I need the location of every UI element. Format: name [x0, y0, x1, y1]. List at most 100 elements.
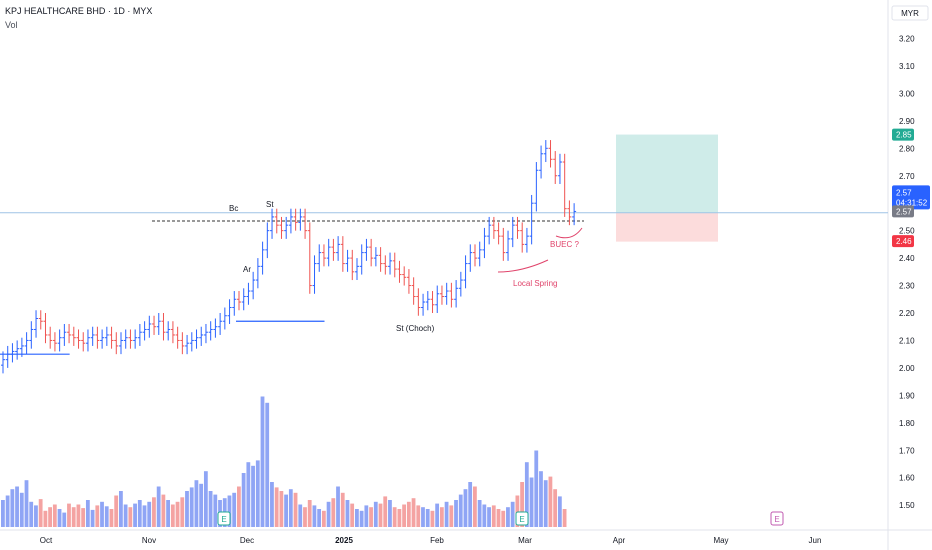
- volume-bar: [345, 500, 350, 527]
- price-axis[interactable]: MYR3.203.103.002.902.802.702.602.502.402…: [891, 5, 930, 510]
- price-tick-label: 2.90: [899, 117, 915, 126]
- volume-bar: [506, 507, 510, 527]
- volume-bar: [543, 480, 548, 527]
- ohlc-bar: [317, 244, 322, 272]
- ohlc-bar: [364, 238, 369, 261]
- volume-label: Vol: [5, 20, 18, 30]
- time-tick-label: May: [713, 536, 728, 545]
- time-tick-label: Mar: [518, 536, 532, 545]
- price-tick-label: 1.60: [899, 474, 915, 483]
- target-zone: [616, 134, 718, 213]
- ohlc-bar: [10, 343, 15, 363]
- volume-bar: [1, 500, 5, 527]
- stop-price-badge-text: 2.46: [896, 237, 912, 246]
- volume-bar: [307, 500, 312, 527]
- ohlc-bar: [359, 244, 364, 275]
- volume-bar: [463, 489, 468, 527]
- volume-bar: [255, 460, 260, 527]
- ohlc-bar: [185, 334, 190, 355]
- ohlc-bar: [218, 313, 223, 335]
- time-axis[interactable]: Oct Nov Dec 2025 Feb Mar Apr May Jun: [40, 536, 822, 545]
- ohlc-bar: [421, 293, 426, 316]
- volume-bar: [529, 477, 534, 527]
- volume-bar: [411, 498, 416, 527]
- annotation-label: Ar: [243, 265, 251, 274]
- level-lines: [0, 212, 888, 355]
- volume-bar: [458, 494, 463, 527]
- annotation-label: Bc: [229, 204, 238, 213]
- ohlc-bar: [67, 323, 72, 344]
- ohlc-bar: [189, 332, 194, 352]
- ohlc-bar: [15, 340, 20, 360]
- earnings-marker: E: [770, 511, 784, 526]
- ohlc-bar: [468, 244, 473, 272]
- ohlc-bar: [104, 326, 109, 346]
- ohlc-bar: [312, 255, 317, 294]
- volume-bar: [43, 510, 48, 527]
- volume-bar: [34, 505, 38, 527]
- currency-box: [891, 5, 929, 21]
- ohlc-bar: [491, 216, 496, 239]
- time-tick-label: 2025: [335, 536, 353, 545]
- ohlc-bar: [161, 313, 166, 341]
- ohlc-bar: [170, 321, 175, 344]
- volume-bar: [270, 482, 274, 527]
- ohlc-bar: [260, 241, 265, 275]
- ohlc-bar: [430, 291, 435, 313]
- ohlc-bar: [251, 271, 256, 300]
- volume-bar: [71, 507, 76, 527]
- chart-symbol-title: KPJ HEALTHCARE BHD · 1D · MYX: [5, 6, 153, 16]
- volume-bar: [227, 495, 232, 527]
- ohlc-bar: [406, 269, 411, 294]
- volume-bar: [5, 495, 10, 527]
- ohlc-bar: [90, 326, 95, 346]
- price-tick-label: 1.70: [899, 446, 915, 455]
- volume-bar: [477, 500, 482, 527]
- ohlc-bar: [501, 227, 506, 261]
- price-tick-label: 2.40: [899, 254, 915, 263]
- volume-bar: [123, 504, 128, 527]
- ohlc-bar: [52, 332, 57, 352]
- volume-bars: [1, 396, 567, 527]
- ohlc-bar: [548, 140, 553, 168]
- ohlc-bar: [180, 332, 185, 355]
- volume-bar: [388, 500, 392, 527]
- volume-bar: [156, 486, 161, 527]
- ohlc-bar: [567, 200, 572, 226]
- ohlc-bar: [506, 230, 511, 261]
- ohlc-bar: [43, 313, 48, 344]
- time-tick-label: Nov: [142, 536, 156, 545]
- ohlc-bar: [383, 255, 388, 275]
- ohlc-bar: [147, 315, 152, 338]
- target-price-badge-text: 2.85: [896, 131, 912, 140]
- ohlc-bar: [208, 321, 213, 341]
- ohlc-bar: [29, 321, 34, 349]
- ohlc-bar: [284, 216, 289, 239]
- price-tick-label: 2.80: [899, 144, 915, 153]
- earnings-marker-label: E: [221, 515, 226, 524]
- ohlc-bar: [255, 258, 260, 289]
- earnings-marker: E: [217, 511, 231, 526]
- time-tick-label: Oct: [40, 536, 53, 545]
- ohlc-bar: [444, 282, 449, 305]
- volume-bar: [52, 504, 57, 527]
- price-tick-label: 2.20: [899, 309, 915, 318]
- ohlc-bar: [392, 252, 397, 278]
- ohlc-bar: [48, 326, 53, 349]
- ohlc-bar: [166, 321, 171, 341]
- ohlc-bar: [534, 162, 539, 212]
- volume-bar: [520, 482, 524, 527]
- ohlc-bar: [241, 288, 246, 311]
- ohlc-bar: [388, 252, 393, 275]
- volume-bar: [364, 505, 369, 527]
- volume-bar: [425, 509, 430, 527]
- ohlc-bar: [449, 282, 454, 308]
- ohlc-bar: [213, 318, 218, 338]
- last-price-badge-bg: [892, 185, 930, 210]
- volume-bar: [402, 504, 406, 527]
- ohlc-bar: [19, 337, 24, 357]
- volume-bar: [515, 495, 520, 527]
- volume-bar: [251, 465, 255, 527]
- earnings-marker-box: [217, 511, 231, 526]
